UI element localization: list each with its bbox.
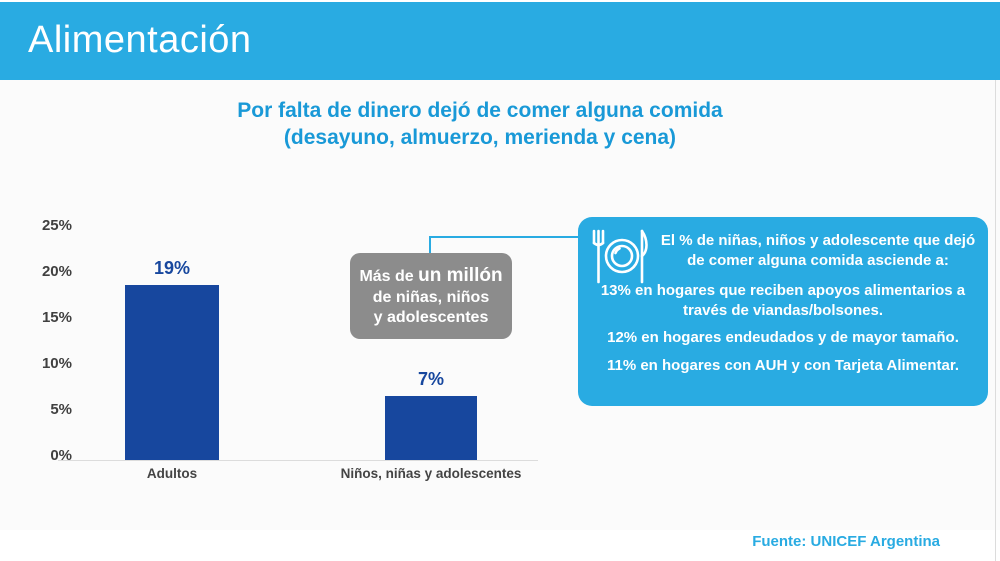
y-axis-tick: 5% <box>50 401 72 418</box>
info-item-11: 11% en hogares con AUH y con Tarjeta Ali… <box>606 356 960 374</box>
bar-adultos <box>125 285 219 460</box>
chart-title-line1: Por falta de dinero dejó de comer alguna… <box>237 99 723 122</box>
callout-line3: y adolescentes <box>373 308 489 326</box>
callout-line2: de niñas, niños <box>372 288 490 306</box>
page-edge-divider <box>995 80 996 561</box>
x-axis-category: Adultos <box>146 466 198 481</box>
chart-title: Por falta de dinero dejó de comer alguna… <box>150 97 810 152</box>
callout-connector-vertical <box>429 236 431 254</box>
source-attribution: Fuente: UNICEF Argentina <box>752 533 940 550</box>
plate-fork-knife-icon <box>592 229 648 284</box>
chart-title-line2: (desayuno, almuerzo, merienda y cena) <box>283 126 677 150</box>
info-item-12: 12% en hogares endeudados y de mayor tam… <box>607 329 959 346</box>
info-box: El % de niñas, niños y adolescente que d… <box>578 217 988 406</box>
info-item-13: 13% en hogares que reciben apoyos alimen… <box>600 282 966 319</box>
info-box-items: 13% en hogares que reciben apoyos alimen… <box>583 281 983 375</box>
x-axis-category: Niños, niñas y adolescentes <box>340 466 522 481</box>
callout-connector-horizontal <box>429 236 579 238</box>
callout-line1: Más de un millón <box>359 265 503 287</box>
y-axis-tick: 25% <box>41 217 72 234</box>
callout-emphasis: un millón <box>418 265 503 287</box>
page-title: Alimentación <box>28 19 252 61</box>
bar-value-label: 7% <box>417 369 444 389</box>
bar-ninos-ninas-adolescentes <box>385 396 477 460</box>
info-box-heading: El % de niñas, niños y adolescente que d… <box>660 232 976 269</box>
x-axis-baseline <box>58 460 538 461</box>
header-bar: Alimentación <box>0 2 1000 80</box>
y-axis-tick: 15% <box>41 309 72 326</box>
callout-box: Más de un millón de niñas, niños y adole… <box>350 253 512 339</box>
y-axis-tick: 20% <box>41 263 72 280</box>
y-axis-tick: 0% <box>50 447 72 464</box>
y-axis-tick: 10% <box>41 355 72 372</box>
bar-value-label: 19% <box>153 258 191 278</box>
